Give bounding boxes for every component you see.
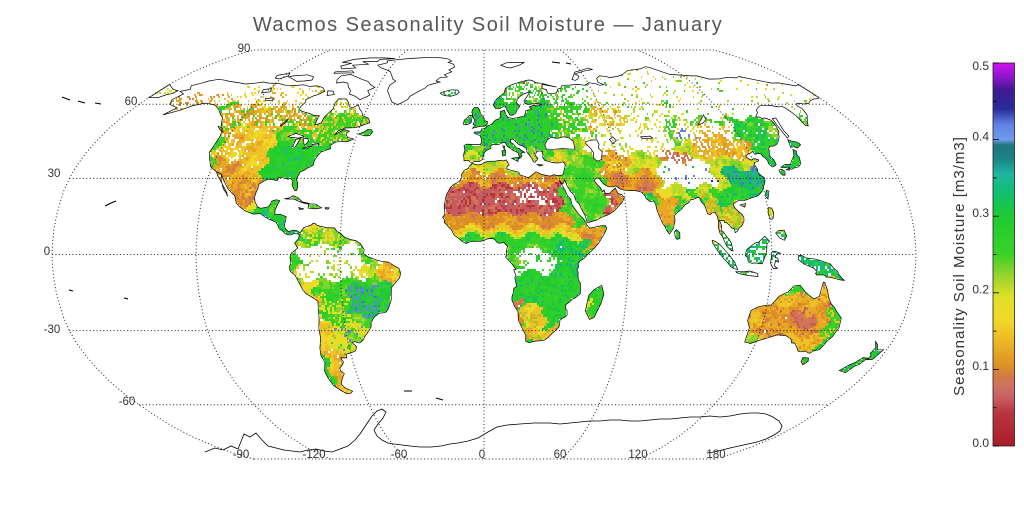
svg-text:-60: -60	[391, 449, 408, 461]
svg-text:90: 90	[238, 43, 251, 55]
svg-text:0.2: 0.2	[972, 283, 989, 297]
svg-text:120: 120	[628, 449, 647, 461]
svg-text:30: 30	[48, 168, 61, 180]
svg-text:Seasonality Soil Moisture [m3/: Seasonality Soil Moisture [m3/m3]	[951, 136, 968, 396]
svg-text:0.3: 0.3	[972, 206, 989, 220]
svg-text:-120: -120	[302, 449, 325, 461]
svg-text:60: 60	[554, 449, 567, 461]
svg-text:0.4: 0.4	[972, 129, 989, 143]
svg-text:Wacmos Seasonality Soil Moistu: Wacmos Seasonality Soil Moisture — Janua…	[253, 14, 723, 36]
svg-text:0.1: 0.1	[972, 359, 989, 373]
svg-text:60: 60	[125, 96, 138, 108]
svg-text:-30: -30	[44, 324, 61, 336]
svg-text:0.0: 0.0	[972, 436, 989, 450]
svg-text:0.5: 0.5	[972, 59, 989, 73]
svg-text:-60: -60	[119, 396, 136, 408]
svg-text:0: 0	[479, 449, 485, 461]
svg-text:-90: -90	[233, 449, 250, 461]
svg-text:0: 0	[44, 246, 50, 258]
svg-text:180: 180	[706, 449, 725, 461]
